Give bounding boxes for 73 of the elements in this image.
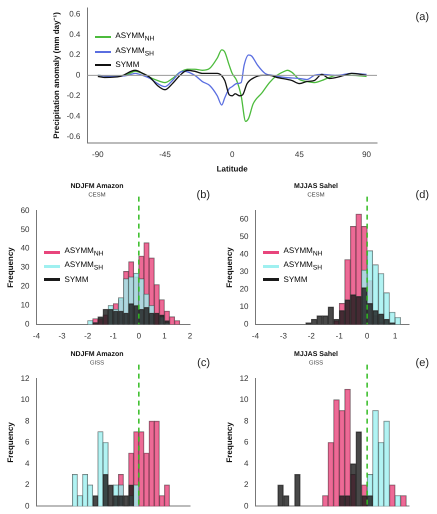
x-tick-label: 45 xyxy=(294,150,304,159)
y-axis-title: Frequency xyxy=(6,246,16,288)
legend-label: ASYMM$_{SH}$ xyxy=(115,44,154,60)
x-tick-label: 0 xyxy=(364,331,370,340)
x-tick-label: 1 xyxy=(392,331,398,340)
x-tick-label: -2 xyxy=(84,331,92,340)
x-tick-label: 90 xyxy=(362,150,372,159)
y-tick-label: 4 xyxy=(244,458,250,468)
x-tick-label: 2 xyxy=(188,331,193,340)
y-tick-label: 0 xyxy=(25,501,30,510)
x-tick-label: -1 xyxy=(110,331,118,340)
y-tick-label: 10 xyxy=(240,395,250,404)
y-tick-label: 10 xyxy=(20,395,30,404)
y-tick-label: 0 xyxy=(76,70,81,80)
x-tick-label: 1 xyxy=(162,331,168,340)
y-tick-label: 30 xyxy=(240,267,250,276)
x-tick-label: -45 xyxy=(159,150,172,159)
y-tick-label: 8 xyxy=(244,416,250,426)
y-tick-label: 0 xyxy=(244,501,250,510)
y-tick-label: 60 xyxy=(20,206,30,215)
y-tick-label: 40 xyxy=(20,244,30,253)
y-axis-title: Frequency xyxy=(225,422,234,463)
y-tick-label: 60 xyxy=(240,214,250,224)
y-tick-label: 20 xyxy=(240,284,250,294)
x-tick-label: 0 xyxy=(230,150,235,159)
legend-label: ASYMM$_{SH}$ xyxy=(283,259,322,274)
x-tick-label: -1 xyxy=(336,331,344,340)
y-axis-title: Frequency xyxy=(225,246,234,288)
y-tick-label: 0 xyxy=(244,320,250,329)
legend-label: ASYMM$_{NH}$ xyxy=(64,244,104,260)
legend-label: SYMM xyxy=(64,274,88,285)
legend-label: ASYMM$_{NH}$ xyxy=(283,244,322,260)
y-tick-label: 8 xyxy=(25,416,30,426)
x-tick-label: -4 xyxy=(32,331,41,340)
x-tick-label: -3 xyxy=(280,331,288,340)
y-tick-label: 30 xyxy=(20,262,30,272)
y-tick-label: 6 xyxy=(244,438,250,447)
text: (a) xyxy=(416,11,429,23)
x-tick-label: -3 xyxy=(58,331,66,340)
legend-label: SYMM xyxy=(115,59,140,70)
text: (c) xyxy=(197,357,210,369)
y-tick-label: 0.6 xyxy=(69,9,81,18)
y-tick-label: -0.2 xyxy=(66,91,81,100)
y-tick-label: -0.6 xyxy=(66,132,81,141)
y-tick-label: 2 xyxy=(244,480,250,490)
x-tick-label: -4 xyxy=(252,331,260,340)
x-tick-label: 0 xyxy=(136,331,142,340)
legend-label: ASYMM$_{NH}$ xyxy=(115,30,154,45)
text: (e) xyxy=(416,357,429,369)
x-axis-title: Latitude xyxy=(216,164,248,174)
y-tick-label: 6 xyxy=(25,438,30,447)
y-tick-label: 2 xyxy=(25,480,30,490)
y-tick-label: 10 xyxy=(20,300,30,310)
x-tick-label: -90 xyxy=(92,150,104,159)
x-tick-label: -2 xyxy=(308,331,316,340)
y-axis-title: Frequency xyxy=(6,422,16,463)
y-tick-label: 10 xyxy=(240,302,250,312)
y-tick-label: -0.4 xyxy=(66,111,81,120)
legend-label: ASYMM$_{SH}$ xyxy=(64,259,104,274)
y-axis-title: Precipitation anomaly (mm day⁻¹) xyxy=(52,12,62,139)
y-tick-label: 50 xyxy=(20,224,30,234)
text: (b) xyxy=(196,189,210,201)
legend-label: SYMM xyxy=(283,274,308,285)
y-tick-label: 0 xyxy=(25,320,30,329)
text: (d) xyxy=(416,189,429,201)
y-tick-label: 40 xyxy=(240,250,250,259)
y-tick-label: 4 xyxy=(25,458,30,468)
y-tick-label: 12 xyxy=(240,374,250,383)
y-tick-label: 12 xyxy=(20,374,30,383)
y-tick-label: 0.2 xyxy=(69,50,81,60)
y-tick-label: 0.4 xyxy=(69,30,81,39)
y-tick-label: 20 xyxy=(20,282,30,291)
y-tick-label: 50 xyxy=(240,232,250,242)
